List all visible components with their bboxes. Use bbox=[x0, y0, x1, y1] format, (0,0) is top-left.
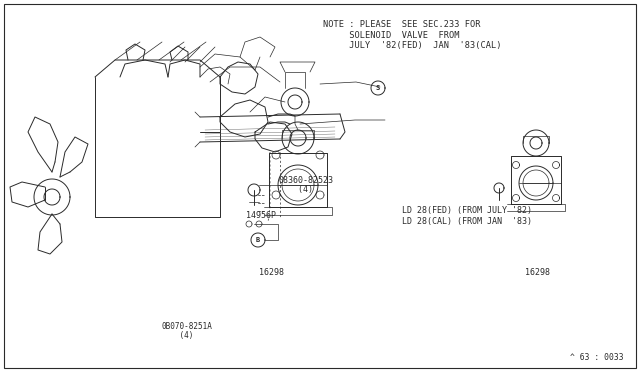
Text: (4): (4) bbox=[278, 185, 314, 194]
Text: 0B070-8251A: 0B070-8251A bbox=[161, 322, 212, 331]
Text: 16298: 16298 bbox=[259, 268, 284, 277]
Text: 14956P: 14956P bbox=[246, 211, 276, 219]
Text: LD 28(FED) (FROM JULY '82)
LD 28(CAL) (FROM JAN  '83): LD 28(FED) (FROM JULY '82) LD 28(CAL) (F… bbox=[402, 206, 532, 226]
Text: (4): (4) bbox=[161, 331, 194, 340]
Text: 08360-82523: 08360-82523 bbox=[278, 176, 333, 185]
Text: ^ 63 : 0033: ^ 63 : 0033 bbox=[570, 353, 624, 362]
Text: 16298: 16298 bbox=[525, 268, 550, 277]
Text: S: S bbox=[376, 85, 380, 91]
Text: B: B bbox=[256, 237, 260, 243]
Text: NOTE : PLEASE  SEE SEC.233 FOR
     SOLENOID  VALVE  FROM
     JULY  '82(FED)  J: NOTE : PLEASE SEE SEC.233 FOR SOLENOID V… bbox=[323, 20, 502, 50]
